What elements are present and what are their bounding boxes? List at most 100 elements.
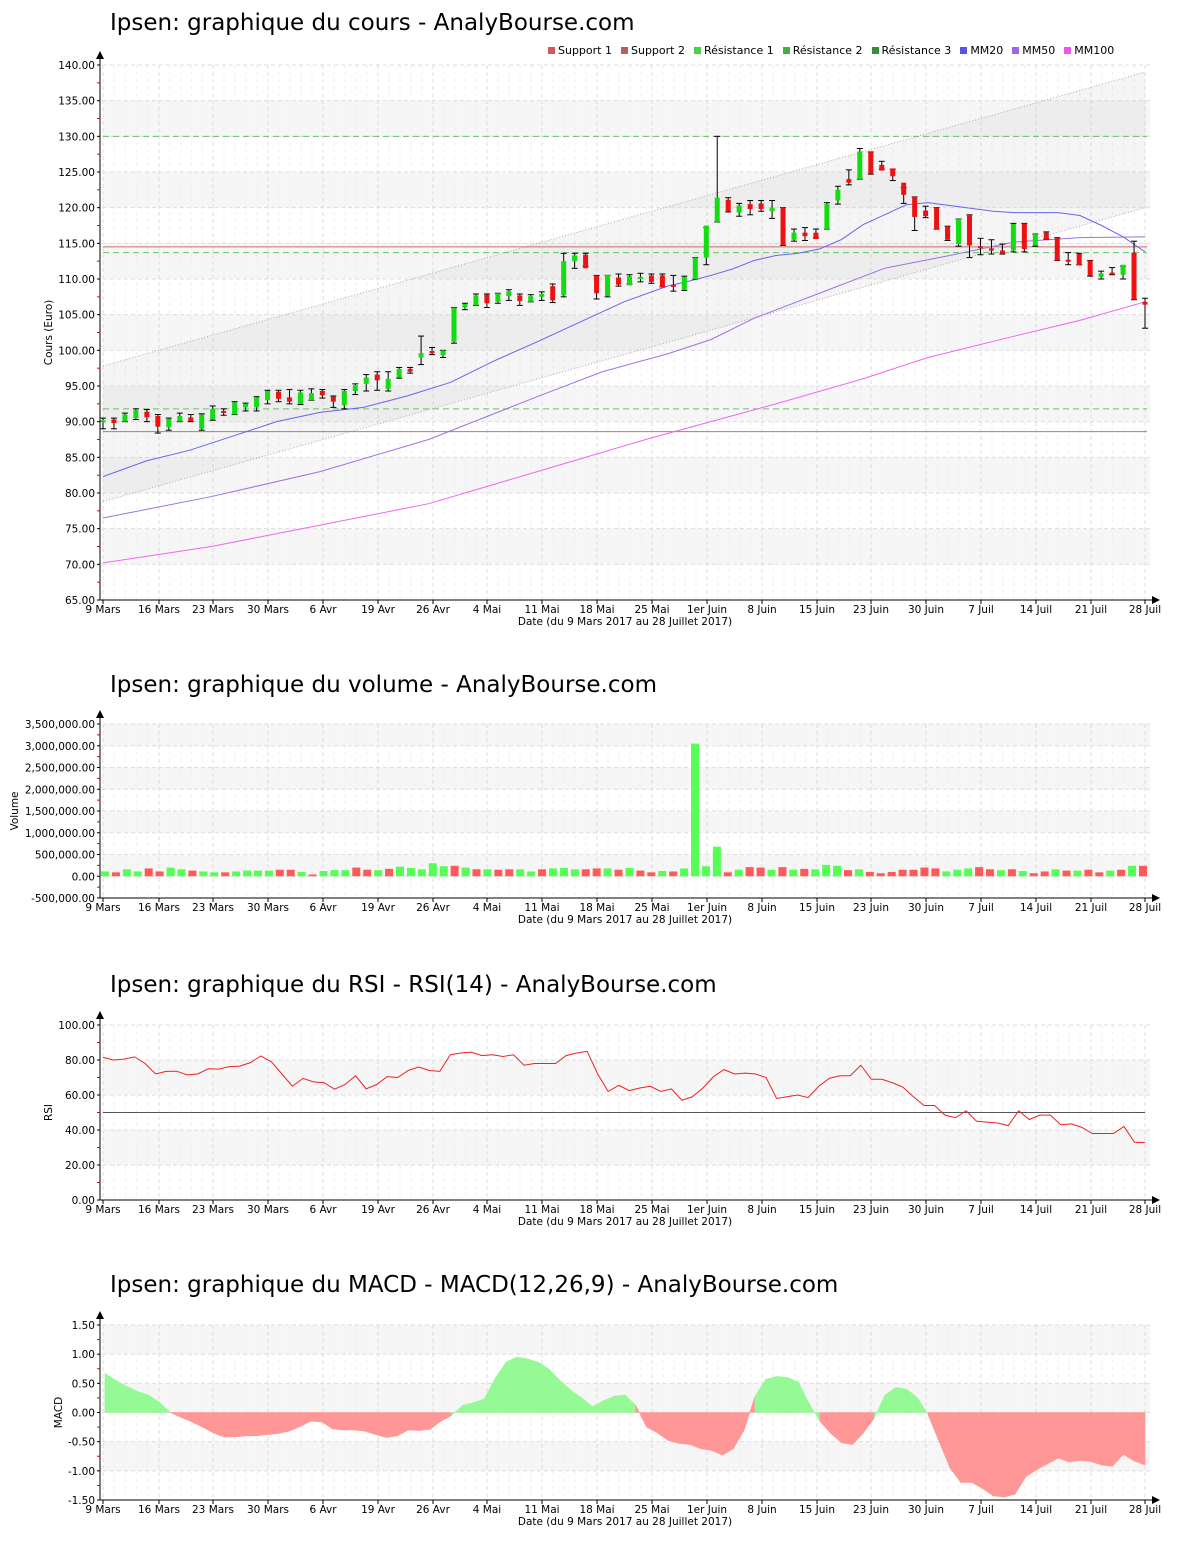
svg-text:60.00: 60.00: [65, 1090, 95, 1102]
legend-swatch-icon: [871, 47, 879, 54]
svg-text:16 Mars: 16 Mars: [138, 1204, 180, 1216]
svg-text:18 Mai: 18 Mai: [579, 1204, 614, 1216]
svg-text:140.00: 140.00: [58, 60, 95, 72]
svg-text:100.00: 100.00: [58, 1020, 95, 1032]
legend-swatch-icon: [693, 47, 701, 54]
svg-text:6 Avr: 6 Avr: [309, 604, 337, 616]
rsi-chart-title: Ipsen: graphique du RSI - RSI(14) - Anal…: [110, 972, 717, 998]
svg-text:28 Juil: 28 Juil: [1129, 1504, 1161, 1516]
legend-item-support-1: Support 1: [548, 44, 612, 57]
svg-text:26 Avr: 26 Avr: [416, 604, 450, 616]
svg-text:105.00: 105.00: [58, 310, 95, 322]
svg-text:100.00: 100.00: [58, 345, 95, 357]
svg-text:16 Mars: 16 Mars: [138, 604, 180, 616]
svg-text:15 Juin: 15 Juin: [799, 902, 835, 914]
svg-text:500,000.00: 500,000.00: [35, 850, 95, 862]
legend-swatch-icon: [620, 47, 628, 54]
svg-text:1.50: 1.50: [72, 1320, 95, 1332]
legend-label: Support 2: [630, 44, 685, 57]
svg-text:18 Mai: 18 Mai: [579, 1504, 614, 1516]
svg-text:23 Mars: 23 Mars: [192, 1204, 234, 1216]
svg-text:90.00: 90.00: [65, 417, 95, 429]
svg-text:130.00: 130.00: [58, 131, 95, 143]
svg-text:MACD: MACD: [53, 1397, 65, 1428]
svg-text:Date (du 9 Mars 2017 au 28 Jui: Date (du 9 Mars 2017 au 28 Juillet 2017): [518, 914, 732, 926]
legend-label: Résistance 1: [703, 44, 774, 57]
svg-text:23 Juin: 23 Juin: [853, 1504, 889, 1516]
legend-label: MM20: [970, 44, 1004, 57]
svg-text:20.00: 20.00: [65, 1160, 95, 1172]
legend-swatch-icon: [1064, 47, 1072, 54]
svg-text:9 Mars: 9 Mars: [85, 604, 120, 616]
svg-text:26 Avr: 26 Avr: [416, 1204, 450, 1216]
svg-text:8 Juin: 8 Juin: [747, 902, 776, 914]
svg-text:25 Mai: 25 Mai: [634, 1504, 669, 1516]
svg-text:7 Juil: 7 Juil: [968, 1204, 994, 1216]
legend-item-r-sistance-3: Résistance 3: [871, 44, 951, 57]
legend-item-support-2: Support 2: [620, 44, 685, 57]
svg-text:23 Juin: 23 Juin: [853, 1204, 889, 1216]
svg-text:95.00: 95.00: [65, 381, 95, 393]
svg-text:-500,000.00: -500,000.00: [31, 893, 95, 905]
svg-text:Date (du 9 Mars 2017 au 28 Jui: Date (du 9 Mars 2017 au 28 Juillet 2017): [518, 616, 732, 628]
svg-text:3,000,000.00: 3,000,000.00: [25, 741, 95, 753]
legend-swatch-icon: [1012, 47, 1020, 54]
svg-text:4 Mai: 4 Mai: [473, 604, 501, 616]
svg-text:23 Mars: 23 Mars: [192, 1504, 234, 1516]
svg-text:1,500,000.00: 1,500,000.00: [25, 806, 95, 818]
svg-text:19 Avr: 19 Avr: [361, 1204, 395, 1216]
svg-text:0.00: 0.00: [72, 1408, 95, 1420]
svg-text:Date (du 9 Mars 2017 au 28 Jui: Date (du 9 Mars 2017 au 28 Juillet 2017): [518, 1216, 732, 1228]
legend-item-mm20: MM20: [960, 44, 1003, 57]
legend-item-r-sistance-2: Résistance 2: [782, 44, 863, 57]
svg-text:23 Mars: 23 Mars: [192, 604, 234, 616]
volume-chart: 3,500,000.00 3,000,000.00 2,500,000.00 2,00…: [9, 710, 1161, 926]
svg-text:30 Juin: 30 Juin: [908, 1204, 944, 1216]
svg-text:4 Mai: 4 Mai: [473, 1504, 501, 1516]
svg-text:Volume: Volume: [9, 791, 21, 830]
svg-text:14 Juil: 14 Juil: [1020, 1204, 1052, 1216]
svg-text:1er Juin: 1er Juin: [687, 604, 727, 616]
svg-text:2,500,000.00: 2,500,000.00: [25, 763, 95, 775]
legend-label: Résistance 2: [792, 44, 863, 57]
svg-text:30 Mars: 30 Mars: [247, 1504, 289, 1516]
svg-text:-1.00: -1.00: [68, 1466, 95, 1478]
svg-text:RSI: RSI: [43, 1104, 55, 1121]
svg-text:25 Mai: 25 Mai: [634, 604, 669, 616]
svg-text:15 Juin: 15 Juin: [799, 1504, 835, 1516]
svg-text:1.00: 1.00: [72, 1349, 95, 1361]
svg-text:40.00: 40.00: [65, 1125, 95, 1137]
svg-text:0.00: 0.00: [72, 871, 95, 883]
svg-text:110.00: 110.00: [58, 274, 95, 286]
svg-text:Date (du 9 Mars 2017 au 28 Jui: Date (du 9 Mars 2017 au 28 Juillet 2017): [518, 1516, 732, 1528]
legend-label: MM100: [1074, 44, 1115, 57]
svg-text:8 Juin: 8 Juin: [747, 1504, 776, 1516]
svg-text:1er Juin: 1er Juin: [687, 1204, 727, 1216]
svg-text:11 Mai: 11 Mai: [524, 604, 559, 616]
svg-text:11 Mai: 11 Mai: [524, 1504, 559, 1516]
svg-text:7 Juil: 7 Juil: [968, 1504, 994, 1516]
svg-text:-1.50: -1.50: [68, 1495, 95, 1507]
svg-text:0.50: 0.50: [72, 1378, 95, 1390]
svg-text:14 Juil: 14 Juil: [1020, 604, 1052, 616]
svg-text:21 Juil: 21 Juil: [1075, 902, 1107, 914]
svg-text:23 Mars: 23 Mars: [192, 902, 234, 914]
svg-text:30 Juin: 30 Juin: [908, 604, 944, 616]
legend-label: MM50: [1022, 44, 1056, 57]
svg-text:25 Mai: 25 Mai: [634, 902, 669, 914]
legend-item-r-sistance-1: Résistance 1: [693, 44, 774, 57]
svg-text:8 Juin: 8 Juin: [747, 604, 776, 616]
svg-text:14 Juil: 14 Juil: [1020, 902, 1052, 914]
svg-text:9 Mars: 9 Mars: [85, 1204, 120, 1216]
svg-text:120.00: 120.00: [58, 203, 95, 215]
svg-text:30 Mars: 30 Mars: [247, 604, 289, 616]
svg-text:19 Avr: 19 Avr: [361, 902, 395, 914]
legend-swatch-icon: [782, 47, 790, 54]
svg-text:75.00: 75.00: [65, 524, 95, 536]
svg-text:23 Juin: 23 Juin: [853, 902, 889, 914]
legend-item-mm100: MM100: [1064, 44, 1114, 57]
svg-text:6 Avr: 6 Avr: [309, 1504, 337, 1516]
svg-text:30 Mars: 30 Mars: [247, 1204, 289, 1216]
svg-text:21 Juil: 21 Juil: [1075, 604, 1107, 616]
svg-text:11 Mai: 11 Mai: [524, 1204, 559, 1216]
